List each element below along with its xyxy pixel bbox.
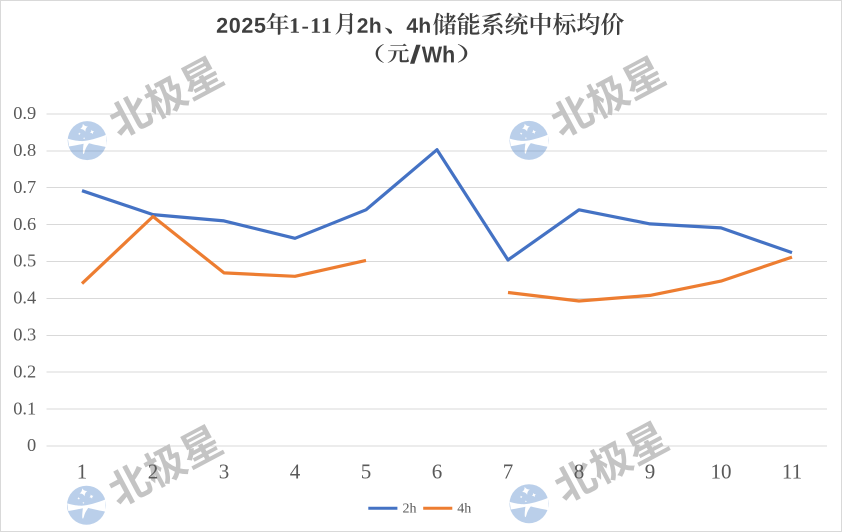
svg-text:0.3: 0.3	[13, 325, 36, 345]
svg-text:4: 4	[290, 459, 301, 483]
svg-text:0.5: 0.5	[13, 251, 36, 271]
svg-text:0.8: 0.8	[13, 140, 36, 160]
svg-text:0.7: 0.7	[13, 177, 36, 197]
svg-text:2: 2	[148, 459, 159, 483]
svg-text:9: 9	[645, 459, 656, 483]
svg-text:3: 3	[219, 459, 230, 483]
svg-text:0.4: 0.4	[13, 288, 36, 308]
svg-text:11: 11	[782, 459, 802, 483]
svg-text:0.6: 0.6	[13, 214, 36, 234]
svg-text:2h: 2h	[403, 502, 417, 517]
svg-text:10: 10	[711, 459, 732, 483]
svg-text:7: 7	[503, 459, 514, 483]
svg-text:1: 1	[77, 459, 88, 483]
svg-text:0.1: 0.1	[13, 398, 36, 418]
svg-text:0.9: 0.9	[13, 103, 36, 123]
svg-text:5: 5	[361, 459, 372, 483]
svg-text:4h: 4h	[457, 502, 471, 517]
svg-text:6: 6	[432, 459, 443, 483]
svg-text:0: 0	[27, 435, 36, 455]
svg-text:8: 8	[574, 459, 585, 483]
svg-text:0.2: 0.2	[13, 361, 36, 381]
